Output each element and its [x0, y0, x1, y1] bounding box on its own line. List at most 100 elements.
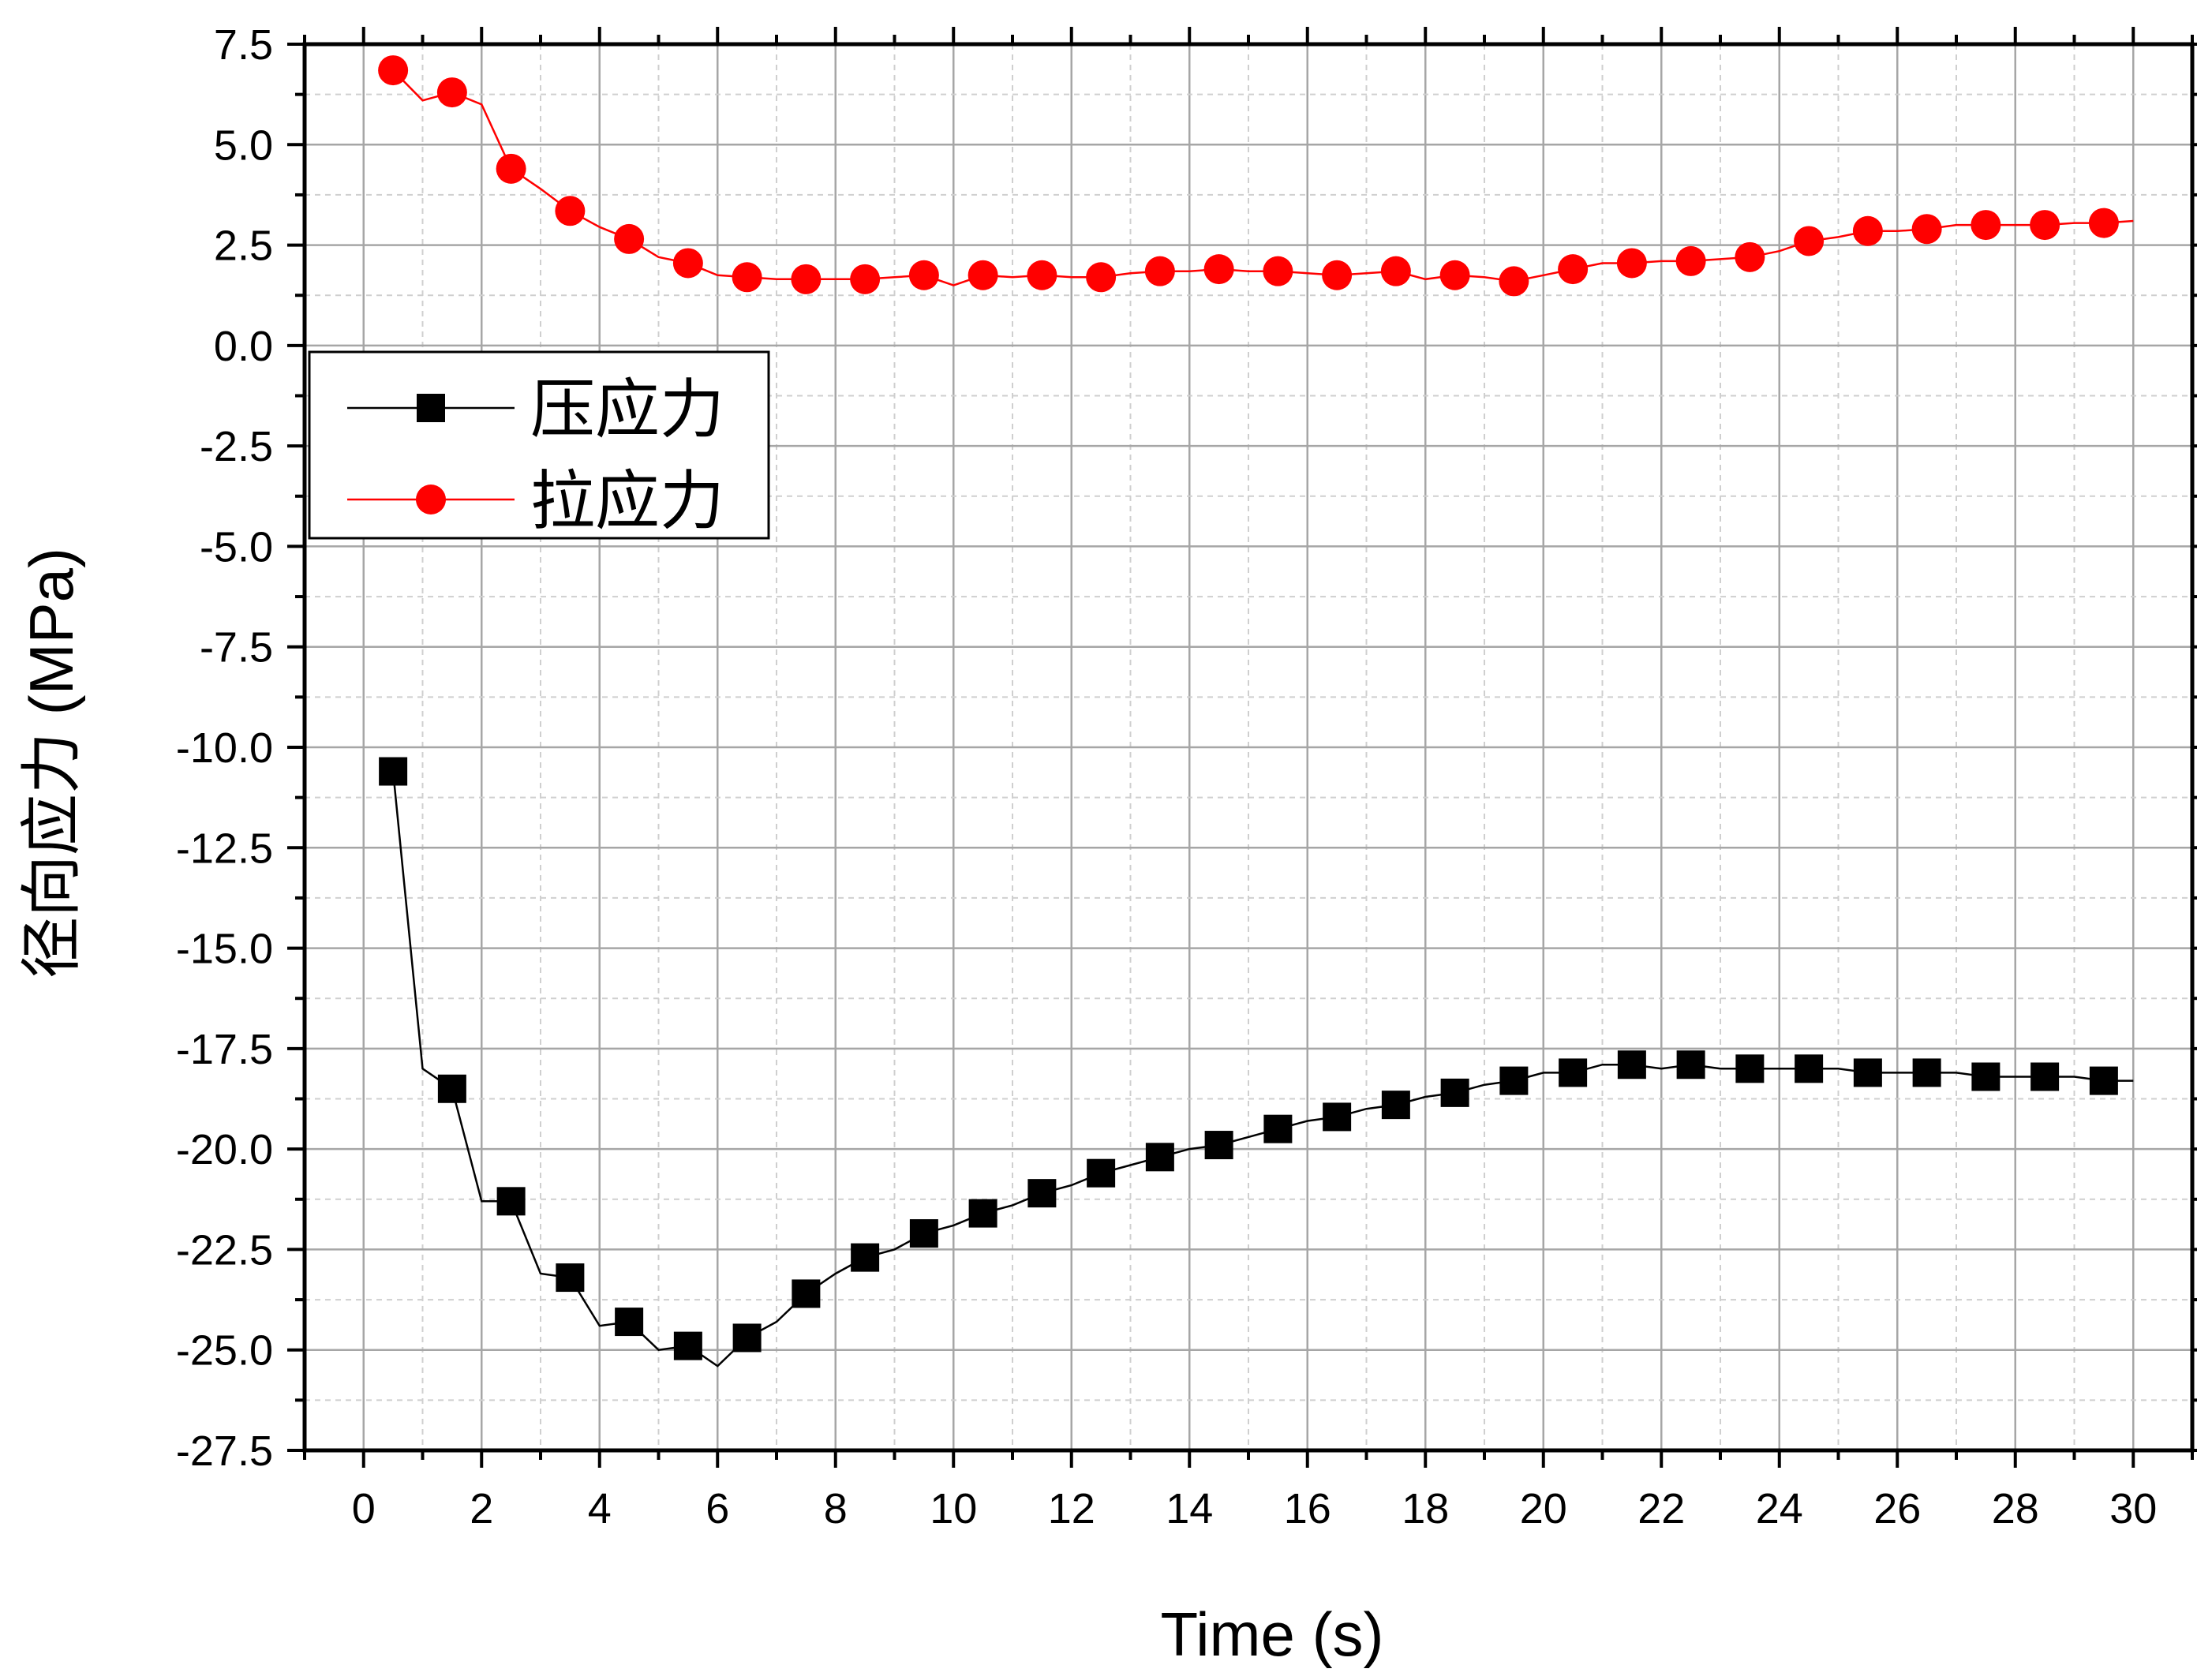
y-tick-label: -20.0: [176, 1126, 273, 1173]
data-point-circle: [1852, 215, 1883, 246]
legend-label: 压应力: [530, 372, 724, 447]
data-point-square: [732, 1323, 762, 1353]
data-point-square: [556, 1263, 585, 1293]
ticks: [287, 27, 2197, 1468]
data-point-circle: [791, 264, 822, 294]
y-tick-label: -12.5: [176, 825, 273, 872]
data-point-square: [1853, 1058, 1882, 1087]
x-tick-label: 8: [824, 1485, 848, 1532]
data-point-circle: [732, 262, 762, 293]
data-point-square: [1204, 1131, 1233, 1160]
data-point-square: [437, 1074, 466, 1103]
data-point-square: [1617, 1050, 1646, 1079]
x-tick-label: 24: [1756, 1485, 1803, 1532]
data-point-circle: [2088, 208, 2119, 238]
data-point-square: [1735, 1054, 1765, 1083]
y-tick-label: 5.0: [214, 122, 273, 169]
data-point-square: [968, 1199, 997, 1228]
data-point-square: [792, 1279, 821, 1308]
data-point-square: [851, 1243, 880, 1272]
y-tick-label: -2.5: [200, 423, 273, 470]
data-point-square: [496, 1187, 526, 1216]
x-tick-label: 26: [1873, 1485, 1921, 1532]
data-point-circle: [1675, 245, 1706, 276]
y-tick-labels: 7.5 5.0 2.5 0.0 -2.5 -5.0 -7.5 -10.0 -12.5 -15.0 -…: [176, 21, 273, 1475]
series-line: [392, 69, 2134, 286]
x-tick-label: 10: [930, 1485, 977, 1532]
data-point-circle: [1380, 256, 1411, 286]
data-point-circle: [378, 55, 409, 86]
y-tick-label: -27.5: [176, 1427, 273, 1475]
data-point-square: [1087, 1158, 1116, 1188]
data-point-circle: [1322, 260, 1353, 290]
grid: [304, 43, 2193, 1452]
data-point-square: [379, 757, 408, 786]
y-tick-label: -25.0: [176, 1327, 273, 1375]
y-tick-label: 7.5: [214, 21, 273, 69]
legend: 压应力 拉应力: [308, 350, 770, 540]
legend-square-marker: [417, 394, 445, 422]
data-point-square: [673, 1331, 702, 1360]
y-tick-label: -22.5: [176, 1226, 273, 1274]
x-tick-label: 4: [588, 1485, 612, 1532]
x-tick-label: 14: [1166, 1485, 1213, 1532]
data-point-square: [2030, 1062, 2060, 1091]
data-point-square: [1263, 1114, 1293, 1143]
series-layer: [378, 55, 2134, 1368]
data-point-circle: [1439, 260, 1470, 290]
data-point-circle: [1911, 214, 1942, 245]
legend-label: 拉应力: [530, 464, 724, 539]
data-point-square: [1971, 1062, 2001, 1091]
x-tick-label: 20: [1520, 1485, 1567, 1532]
series-tensile: [378, 55, 2134, 297]
x-tick-label: 12: [1048, 1485, 1095, 1532]
data-point-square: [1499, 1066, 1529, 1095]
data-point-circle: [1086, 262, 1117, 293]
legend-item-compressive: 压应力: [347, 372, 724, 447]
y-tick-label: -15.0: [176, 926, 273, 973]
data-point-square: [2089, 1066, 2118, 1095]
data-point-circle: [1499, 266, 1529, 297]
data-point-square: [1323, 1102, 1352, 1132]
data-point-circle: [850, 264, 881, 294]
data-point-circle: [1794, 226, 1825, 256]
data-point-square: [909, 1219, 938, 1248]
y-tick-label: 0.0: [214, 323, 273, 370]
data-point-square: [1440, 1078, 1469, 1107]
data-point-circle: [436, 77, 467, 108]
x-tick-label: 30: [2109, 1485, 2157, 1532]
legend-item-tensile: 拉应力: [347, 464, 724, 539]
data-point-circle: [2030, 210, 2060, 241]
data-point-square: [1381, 1091, 1410, 1120]
data-point-circle: [1558, 254, 1589, 285]
data-point-square: [615, 1308, 644, 1337]
data-point-circle: [614, 223, 645, 254]
x-tick-label: 2: [470, 1485, 493, 1532]
data-point-circle: [1263, 256, 1293, 286]
data-point-circle: [672, 248, 703, 279]
legend-circle-marker: [416, 485, 446, 514]
legend-box: [308, 350, 770, 540]
data-point-square: [1676, 1050, 1705, 1079]
y-tick-label: 2.5: [214, 223, 273, 270]
data-point-square: [1559, 1058, 1588, 1087]
data-point-circle: [1735, 241, 1765, 272]
y-tick-label: -7.5: [200, 624, 273, 672]
data-point-circle: [496, 153, 526, 184]
x-axis-title: Time (s): [1160, 1600, 1383, 1669]
data-point-circle: [555, 196, 586, 226]
x-tick-label: 0: [352, 1485, 376, 1532]
data-point-square: [1027, 1179, 1057, 1208]
x-tick-label: 28: [1992, 1485, 2039, 1532]
data-point-square: [1795, 1054, 1824, 1083]
x-tick-label: 6: [706, 1485, 729, 1532]
data-point-square: [1145, 1143, 1174, 1172]
data-point-circle: [1971, 210, 2001, 241]
data-point-circle: [1144, 256, 1175, 286]
x-tick-labels: 0 2 4 6 8 10 12 14 16 18 20 22 24 26 28 30: [352, 1485, 2158, 1532]
x-tick-label: 22: [1637, 1485, 1685, 1532]
y-tick-label: -17.5: [176, 1026, 273, 1073]
data-point-circle: [968, 260, 998, 290]
y-tick-label: -5.0: [200, 523, 273, 571]
